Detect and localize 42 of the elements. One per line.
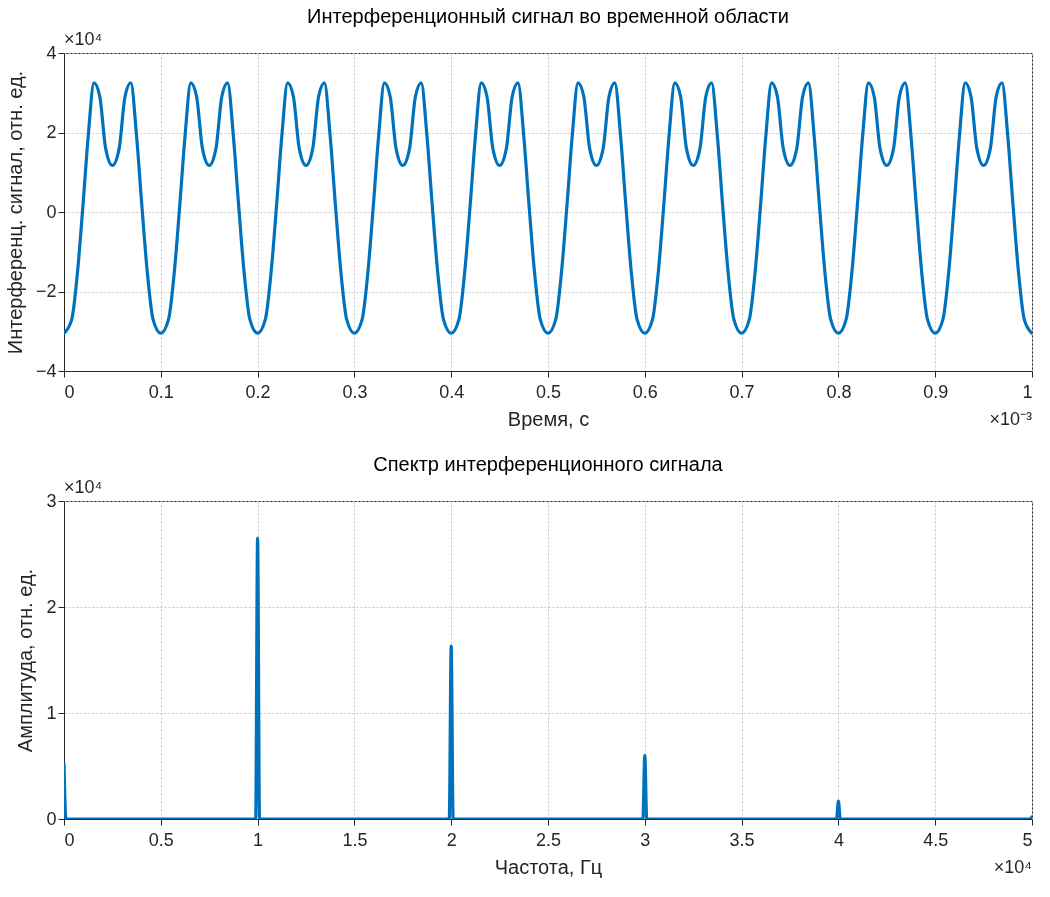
x-tick-label: 5 [1022,829,1033,850]
x-tick-label: 3.5 [729,829,755,850]
x-tick-label: 0 [64,381,75,402]
y-tick-label: 3 [46,490,57,511]
x-tick-label: 4 [833,829,844,850]
text: ×10⁻³ [989,409,1032,429]
y-axis-title: Амплитуда, отн. ед. [14,568,37,753]
x-tick-label: 0.5 [148,829,174,850]
y-tick-label: −4 [35,360,57,381]
y-axis-title: Интерференц. сигнал, отн. ед. [3,70,26,355]
x-axis-title: Частота, Гц [494,855,603,878]
x-tick-label: 0.5 [535,381,562,402]
y-tick-label: 1 [46,702,57,723]
x-tick-label: 0.1 [148,381,174,402]
chart-title: Спектр интерференционного сигнала [373,453,724,475]
line-series [64,81,1032,335]
x-tick-label: 0.2 [245,381,271,402]
x-tick-label: 0.8 [826,381,852,402]
x-tick-label: 1 [253,829,264,850]
x-tick-label: 1.5 [342,829,368,850]
x-tick-label: 2.5 [535,829,562,850]
y-tick-label: 2 [46,596,57,617]
x-tick-label: 0.3 [342,381,368,402]
x-tick-label: 0 [64,829,75,850]
x-tick-label: 0.4 [439,381,465,402]
x-axis-title: Время, с [507,407,590,430]
y-tick-label: 4 [46,42,57,63]
x-tick-label: 0.6 [632,381,658,402]
x-tick-label: 2 [446,829,457,850]
y-tick-label: 0 [46,201,57,222]
y-tick-label: 0 [46,808,57,829]
chart-title: Интерференционный сигнал во временной области [307,5,789,27]
y-tick-label: 2 [46,122,57,142]
x-tick-label: 0.9 [923,381,949,402]
x-tick-label: 3 [640,829,651,850]
text: ×10⁴ [64,29,103,49]
x-tick-label: 4.5 [923,829,949,850]
x-tick-label: 0.7 [729,381,755,402]
x-tick-label: 1 [1022,381,1033,402]
text: ×10⁴ [993,857,1032,877]
y-tick-label: −2 [35,281,57,301]
text: ×10⁴ [64,477,103,497]
